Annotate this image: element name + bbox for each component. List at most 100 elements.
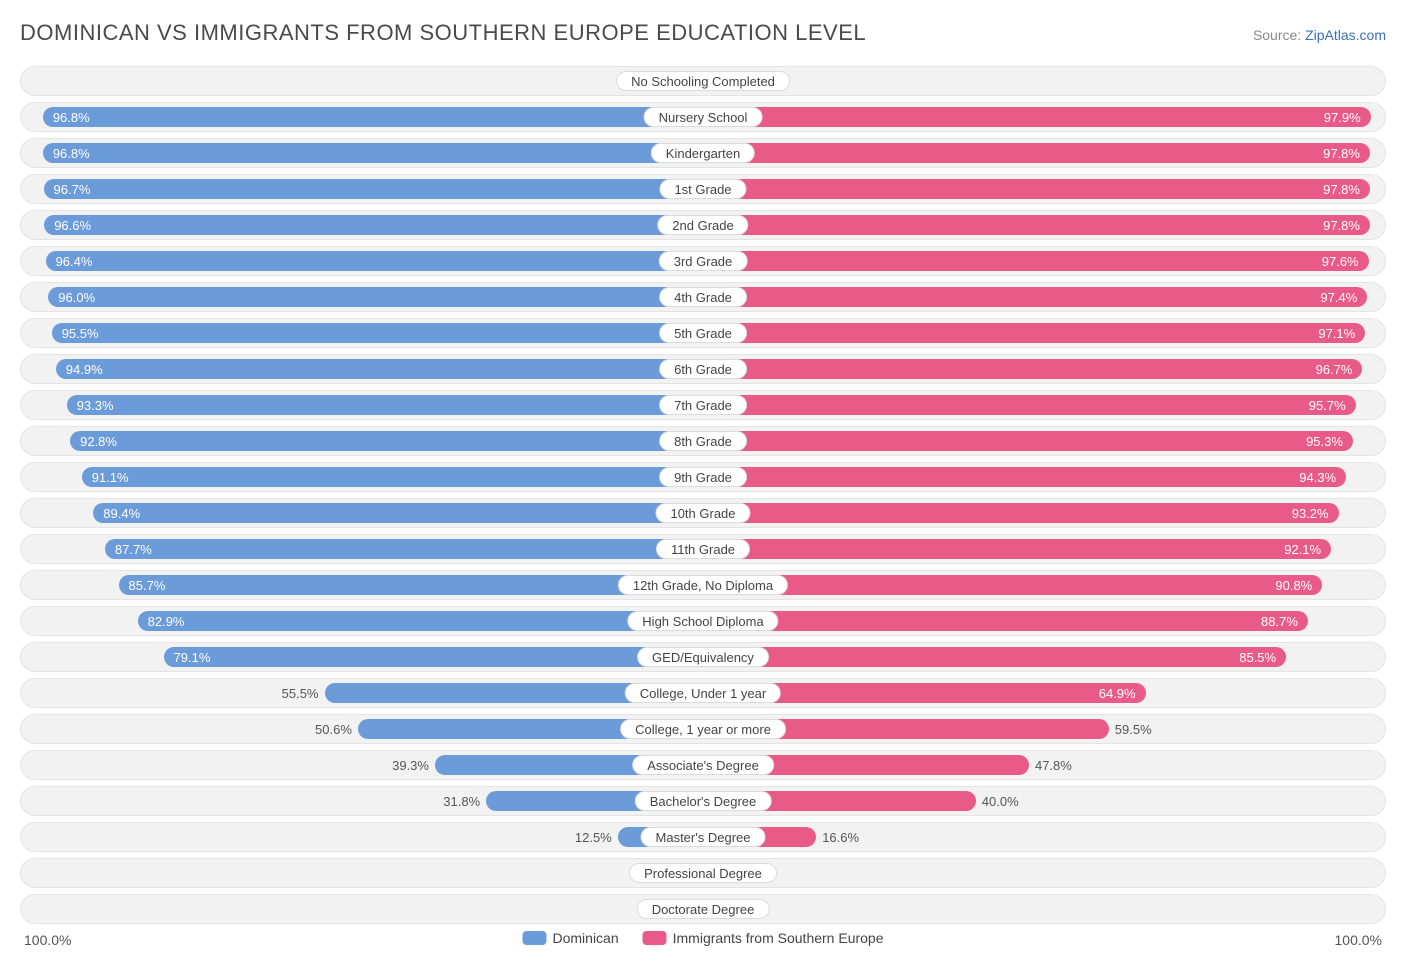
chart-row: 87.7%92.1%11th Grade xyxy=(20,534,1386,564)
axis-max-right: 100.0% xyxy=(1335,932,1382,948)
bar-left-value: 12.5% xyxy=(569,823,618,851)
row-label: College, 1 year or more xyxy=(620,719,786,739)
axis-max-left: 100.0% xyxy=(24,932,71,948)
row-label: 1st Grade xyxy=(659,179,746,199)
bar-right: 96.7% xyxy=(703,359,1362,379)
chart-row: 92.8% 95.3% 8th Grade xyxy=(20,426,1386,456)
bar-right: 95.7% xyxy=(703,395,1356,415)
diverging-bar-chart: 3.2%2.2%No Schooling Completed 96.8% 97.9%… xyxy=(20,66,1386,924)
bar-left: 79.1% xyxy=(164,647,703,667)
source-link[interactable]: ZipAtlas.com xyxy=(1305,27,1386,43)
bar-left: 96.7% xyxy=(44,179,703,199)
row-label: 8th Grade xyxy=(659,431,747,451)
row-label: 6th Grade xyxy=(659,359,747,379)
bar-right: 95.3% xyxy=(703,431,1353,451)
row-label: 4th Grade xyxy=(659,287,747,307)
row-label: Professional Degree xyxy=(629,863,777,883)
bar-right: 97.8% xyxy=(703,179,1370,199)
row-label: Associate's Degree xyxy=(632,755,774,775)
bar-right: 97.8% xyxy=(703,143,1370,163)
chart-row: 79.1% 85.5% GED/Equivalency xyxy=(20,642,1386,672)
bar-left: 87.7% xyxy=(105,539,703,559)
bar-right-value: 64.9% xyxy=(1089,686,1146,701)
chart-row: 12.5%16.6%Master's Degree xyxy=(20,822,1386,852)
bar-right-value: 95.7% xyxy=(1299,398,1356,413)
row-label: 10th Grade xyxy=(655,503,750,523)
bar-right-value: 97.8% xyxy=(1313,182,1370,197)
chart-row: 96.0% 97.4%4th Grade xyxy=(20,282,1386,312)
chart-row: 55.5% 64.9% College, Under 1 year xyxy=(20,678,1386,708)
bar-right: 88.7% xyxy=(703,611,1308,631)
bar-right: 97.8% xyxy=(703,215,1370,235)
chart-row: 94.9%96.7%6th Grade xyxy=(20,354,1386,384)
bar-left: 96.8% xyxy=(43,107,703,127)
chart-row: 3.2%2.2%No Schooling Completed xyxy=(20,66,1386,96)
bar-left-value: 85.7% xyxy=(119,578,176,593)
legend-label-left: Dominican xyxy=(552,930,618,946)
legend-label-right: Immigrants from Southern Europe xyxy=(673,930,884,946)
chart-row: 96.8%97.8%Kindergarten xyxy=(20,138,1386,168)
chart-title: DOMINICAN VS IMMIGRANTS FROM SOUTHERN EU… xyxy=(20,20,866,46)
chart-row: 89.4% 93.2% 10th Grade xyxy=(20,498,1386,528)
legend-swatch-right xyxy=(643,931,667,945)
bar-left-value: 96.4% xyxy=(46,254,103,269)
bar-left: 93.3% xyxy=(67,395,703,415)
row-label: Bachelor's Degree xyxy=(635,791,772,811)
row-label: Doctorate Degree xyxy=(637,899,770,919)
bar-right: 97.4% xyxy=(703,287,1367,307)
chart-row: 93.3% 95.7% 7th Grade xyxy=(20,390,1386,420)
bar-right-value: 47.8% xyxy=(1029,751,1078,779)
bar-left-value: 95.5% xyxy=(52,326,109,341)
bar-right: 97.9% xyxy=(703,107,1371,127)
chart-footer: 100.0% Dominican Immigrants from Souther… xyxy=(20,930,1386,956)
bar-left-value: 82.9% xyxy=(138,614,195,629)
bar-left-value: 55.5% xyxy=(276,679,325,707)
bar-left: 96.6% xyxy=(44,215,703,235)
bar-right-value: 94.3% xyxy=(1289,470,1346,485)
bar-left: 94.9% xyxy=(56,359,703,379)
chart-row: 91.1%94.3%9th Grade xyxy=(20,462,1386,492)
chart-row: 31.8%40.0%Bachelor's Degree xyxy=(20,786,1386,816)
chart-header: DOMINICAN VS IMMIGRANTS FROM SOUTHERN EU… xyxy=(20,20,1386,46)
bar-left-value: 93.3% xyxy=(67,398,124,413)
bar-right-value: 90.8% xyxy=(1265,578,1322,593)
bar-left-value: 91.1% xyxy=(82,470,139,485)
source-prefix: Source: xyxy=(1253,27,1305,43)
bar-right-value: 97.1% xyxy=(1308,326,1365,341)
bar-right-value: 95.3% xyxy=(1296,434,1353,449)
chart-row: 96.7% 97.8% 1st Grade xyxy=(20,174,1386,204)
row-label: College, Under 1 year xyxy=(625,683,781,703)
bar-right: 90.8% xyxy=(703,575,1322,595)
bar-left: 92.8% xyxy=(70,431,703,451)
chart-row: 96.4%97.6%3rd Grade xyxy=(20,246,1386,276)
chart-row: 3.5%5.0%Professional Degree xyxy=(20,858,1386,888)
bar-left-value: 31.8% xyxy=(437,787,486,815)
row-label: 7th Grade xyxy=(659,395,747,415)
chart-row: 39.3%47.8%Associate's Degree xyxy=(20,750,1386,780)
bar-left-value: 87.7% xyxy=(105,542,162,557)
chart-row: 85.7%90.8%12th Grade, No Diploma xyxy=(20,570,1386,600)
bar-right-value: 85.5% xyxy=(1229,650,1286,665)
row-label: High School Diploma xyxy=(627,611,778,631)
chart-row: 82.9% 88.7%High School Diploma xyxy=(20,606,1386,636)
bar-right: 94.3% xyxy=(703,467,1346,487)
row-label: 11th Grade xyxy=(656,539,750,559)
bar-left-value: 92.8% xyxy=(70,434,127,449)
chart-row: 1.4%2.0%Doctorate Degree xyxy=(20,894,1386,924)
bar-right-value: 97.9% xyxy=(1314,110,1371,125)
row-label: GED/Equivalency xyxy=(637,647,769,667)
legend-item-left: Dominican xyxy=(522,930,618,946)
row-label: 2nd Grade xyxy=(657,215,748,235)
chart-row: 96.6%97.8%2nd Grade xyxy=(20,210,1386,240)
row-label: No Schooling Completed xyxy=(616,71,790,91)
legend-item-right: Immigrants from Southern Europe xyxy=(643,930,884,946)
bar-left: 91.1% xyxy=(82,467,703,487)
bar-right-value: 97.8% xyxy=(1313,146,1370,161)
row-label: Nursery School xyxy=(644,107,763,127)
bar-right-value: 93.2% xyxy=(1282,506,1339,521)
bar-left-value: 89.4% xyxy=(93,506,150,521)
chart-row: 95.5%97.1%5th Grade xyxy=(20,318,1386,348)
bar-right: 85.5% xyxy=(703,647,1286,667)
bar-left-value: 96.0% xyxy=(48,290,105,305)
row-label: Master's Degree xyxy=(641,827,766,847)
